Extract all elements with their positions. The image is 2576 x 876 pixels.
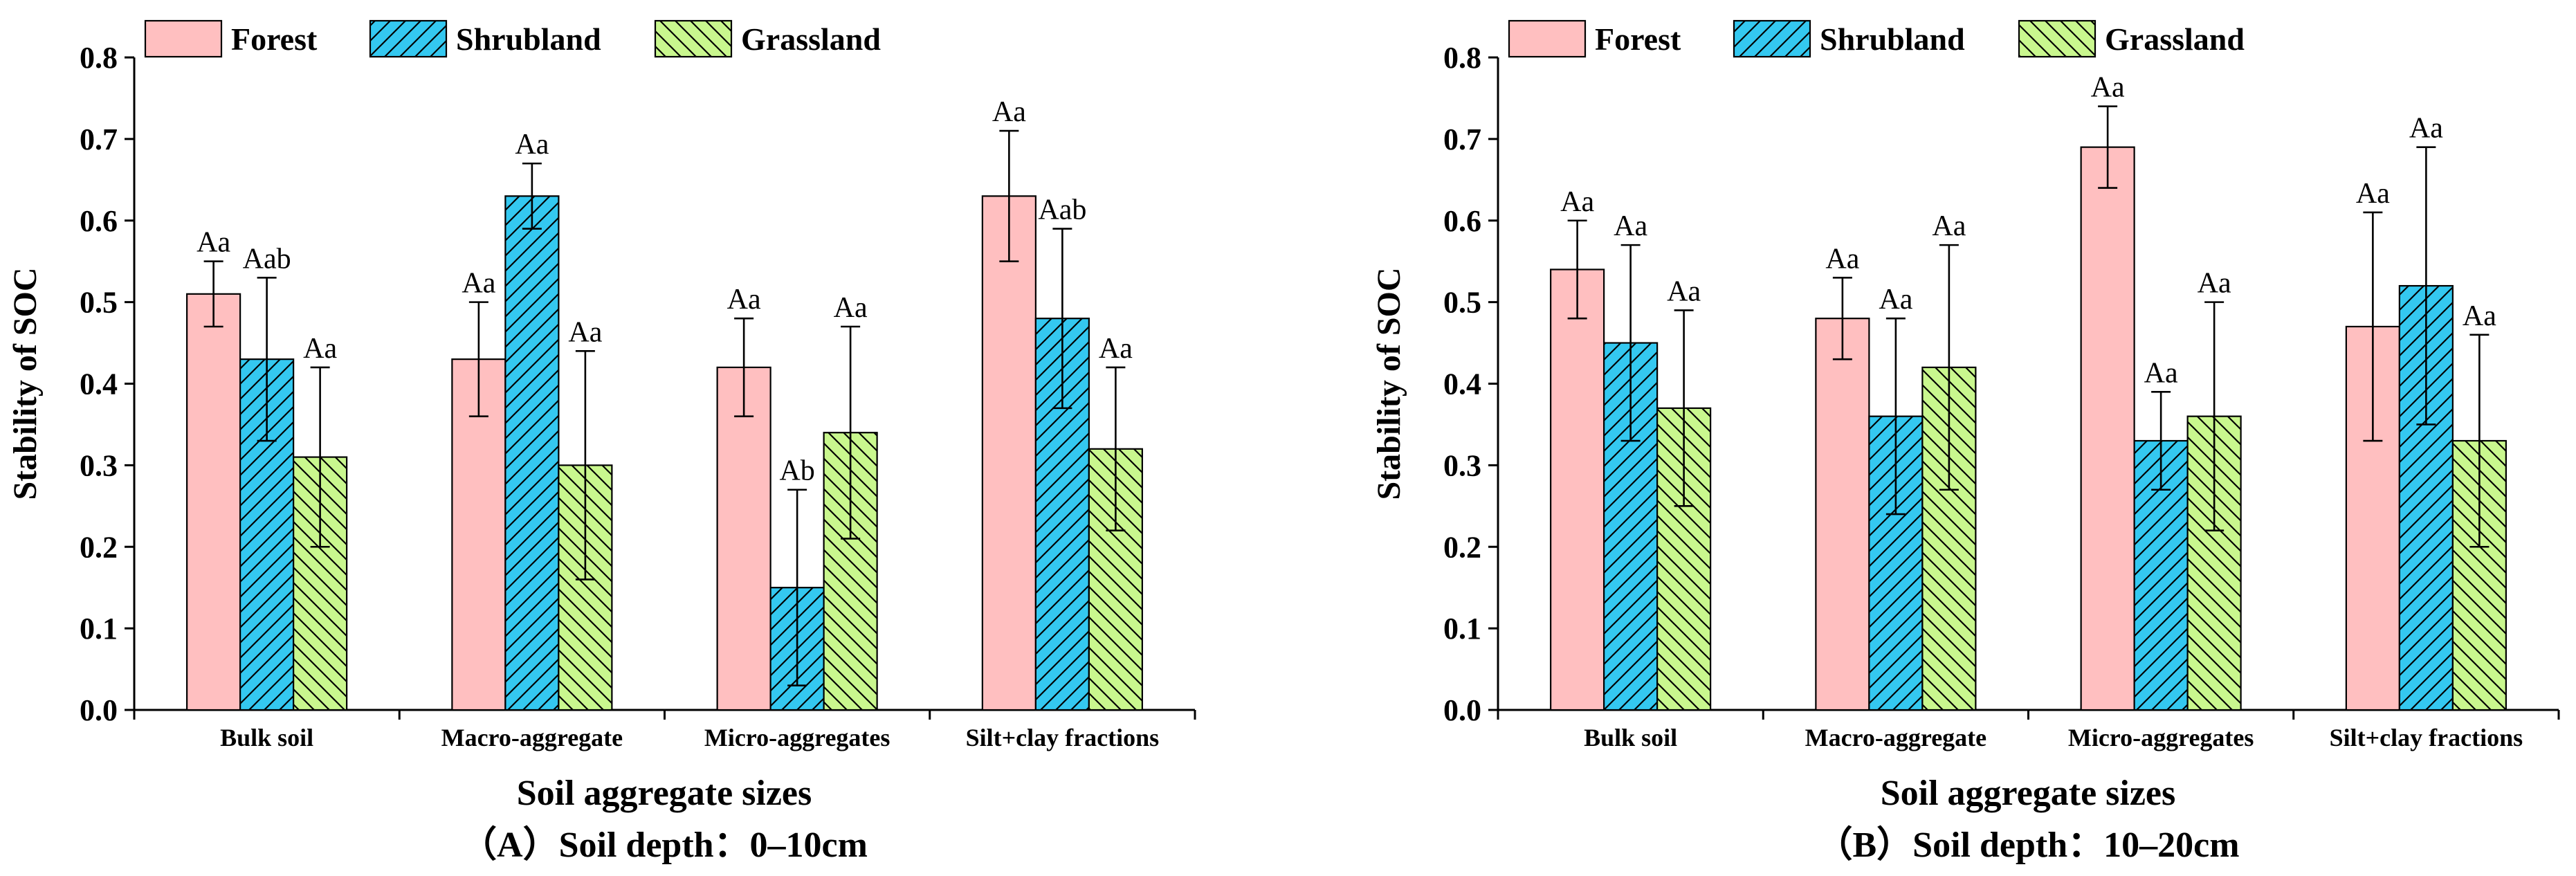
significance-label: Aa: [2409, 113, 2443, 145]
significance-label: Aa: [834, 292, 868, 324]
significance-label: Aa: [462, 268, 495, 300]
significance-label: Aa: [1825, 243, 1859, 275]
significance-label: Aa: [992, 96, 1026, 128]
significance-label: Aa: [1879, 284, 1912, 316]
significance-label: Aa: [515, 129, 549, 161]
y-tick-label: 0.8: [80, 41, 118, 75]
legend-label: Shrubland: [456, 21, 601, 57]
bar-forest: [1550, 268, 1605, 711]
y-tick-label: 0.1: [80, 612, 118, 646]
y-tick-label: 0.3: [80, 448, 118, 482]
legend-label: Shrubland: [1820, 21, 1965, 57]
significance-label: Aab: [1038, 194, 1086, 226]
y-tick-label: 0.4: [80, 367, 118, 401]
bar-shrubland: [504, 195, 560, 711]
legend-label: Grassland: [2105, 21, 2245, 57]
bar-forest: [716, 366, 771, 711]
legend-swatch-grassland: [2018, 19, 2097, 58]
y-tick-label: 0.0: [80, 693, 118, 727]
significance-label: Aab: [243, 243, 291, 275]
significance-label: Aa: [197, 227, 230, 259]
panel-caption: （A）Soil depth：0–10cm: [461, 825, 868, 865]
y-tick-label: 0.2: [80, 530, 118, 564]
significance-label: Aa: [1932, 210, 1966, 242]
significance-label: Aa: [2091, 72, 2125, 104]
y-tick-label: 0.0: [1443, 693, 1481, 727]
y-tick-label: 0.6: [1443, 204, 1481, 238]
x-axis-title: Soil aggregate sizes: [517, 774, 812, 813]
legend-swatch-grassland: [654, 19, 733, 58]
y-axis-title: Stability of SOC: [1371, 267, 1407, 500]
y-axis-title: Stability of SOC: [7, 267, 44, 500]
significance-label: Aa: [2198, 268, 2231, 300]
legend-label: Grassland: [741, 21, 881, 57]
significance-label: Aa: [303, 333, 337, 365]
panel-caption: （B）Soil depth：10–20cm: [1816, 825, 2239, 865]
bar-forest: [186, 293, 241, 711]
x-category-label: Bulk soil: [1584, 724, 1677, 751]
significance-label: Aa: [727, 284, 761, 316]
y-tick-label: 0.6: [80, 204, 118, 238]
y-tick-label: 0.5: [1443, 286, 1481, 320]
significance-label: Aa: [2356, 178, 2390, 210]
significance-label: Aa: [1099, 333, 1133, 365]
x-category-label: Macro-aggregate: [441, 724, 623, 751]
significance-label: Aa: [1614, 210, 1647, 242]
legend-label: Forest: [231, 21, 318, 57]
legend-swatch-forest: [1508, 19, 1587, 58]
legend-swatch-shrubland: [1733, 19, 1811, 58]
y-tick-label: 0.4: [1443, 367, 1481, 401]
significance-label: Aa: [2463, 300, 2496, 332]
bar-forest: [1815, 318, 1870, 711]
significance-label: Ab: [779, 455, 814, 487]
significance-label: Aa: [568, 316, 602, 348]
x-category-label: Macro-aggregate: [1805, 724, 1987, 751]
x-axis-title: Soil aggregate sizes: [1881, 774, 2176, 813]
significance-label: Aa: [1667, 275, 1701, 307]
y-tick-label: 0.8: [1443, 41, 1481, 75]
legend-label: Forest: [1595, 21, 1681, 57]
legend-swatch-forest: [144, 19, 223, 58]
x-category-label: Micro-aggregates: [2068, 724, 2254, 751]
significance-label: Aa: [2144, 357, 2178, 389]
bar-forest: [2080, 146, 2135, 711]
y-tick-label: 0.7: [1443, 122, 1481, 156]
x-category-label: Micro-aggregates: [704, 724, 890, 751]
y-tick-label: 0.3: [1443, 448, 1481, 482]
x-category-label: Silt+clay fractions: [2330, 724, 2523, 751]
y-tick-label: 0.5: [80, 286, 118, 320]
y-tick-label: 0.2: [1443, 530, 1481, 564]
panels: 0.0 0.1 0.2 0.3 0.4 0.5 0.6 0.7 0.8 Bulk soil Aa Aa…: [7, 19, 2560, 865]
legend-swatch-shrubland: [369, 19, 448, 58]
chart-panel-b: 0.0 0.1 0.2 0.3 0.4 0.5 0.6 0.7 0.8 Bulk soil Aa Aa…: [1371, 19, 2560, 865]
significance-label: Aa: [1560, 186, 1594, 218]
x-category-label: Silt+clay fractions: [966, 724, 1159, 751]
x-category-label: Bulk soil: [220, 724, 313, 751]
bar-forest: [981, 195, 1036, 711]
bar-forest: [451, 358, 506, 711]
y-tick-label: 0.7: [80, 122, 118, 156]
y-tick-label: 0.1: [1443, 612, 1481, 646]
chart-panel-a: 0.0 0.1 0.2 0.3 0.4 0.5 0.6 0.7 0.8 Bulk soil Aa Aa…: [7, 19, 1196, 865]
